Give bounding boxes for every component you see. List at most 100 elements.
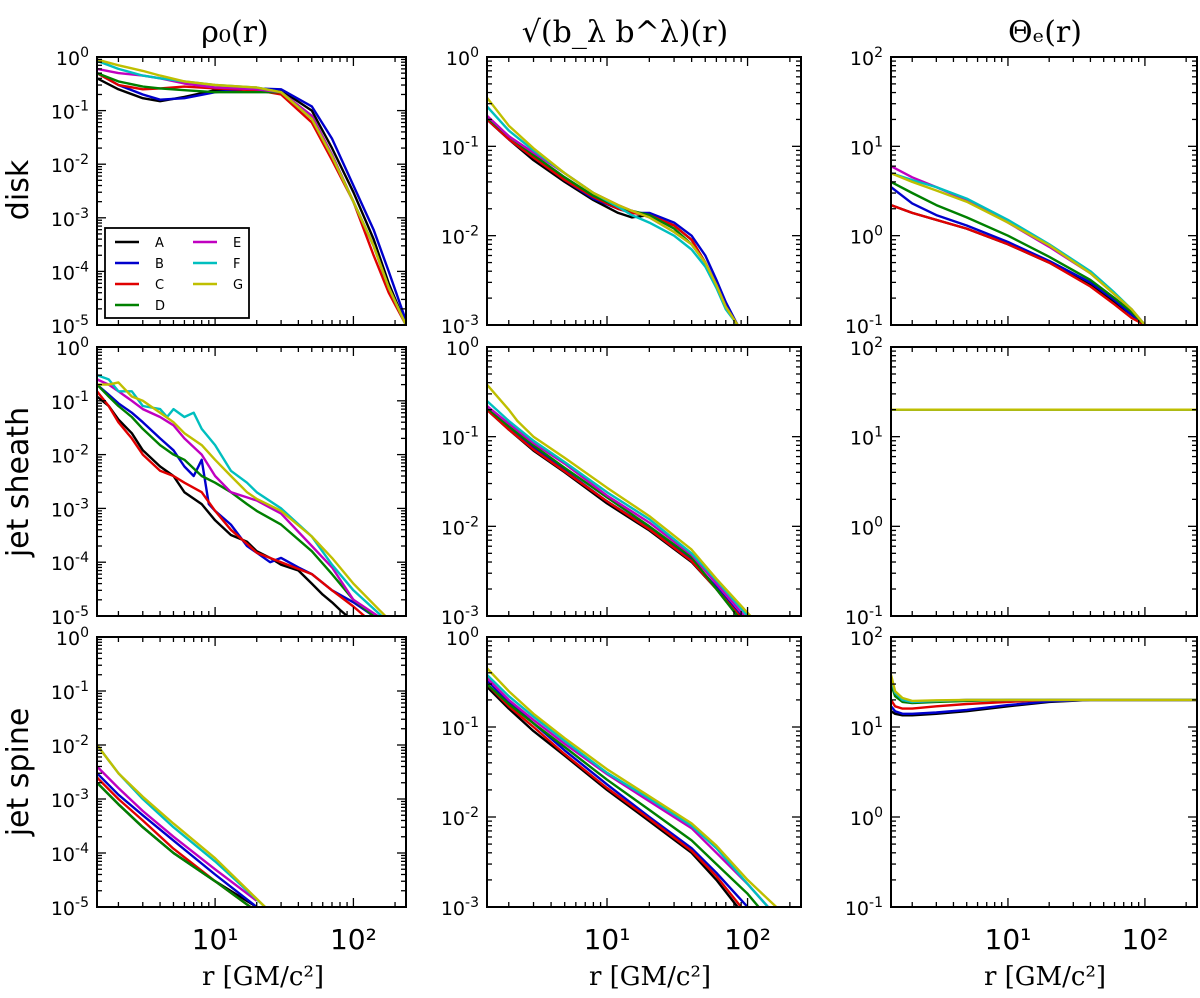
series-line-G: [487, 667, 778, 907]
series-line-D: [891, 180, 1146, 325]
column-title-density: ρ₀(r): [201, 15, 268, 50]
x-tick-label: 10¹: [192, 923, 239, 956]
series-line-F: [487, 673, 769, 907]
series-line-G: [891, 172, 1146, 325]
series-line-G: [487, 383, 752, 616]
panel-jet-spine-2: 10¹ 10² 102 101 100 10-1: [845, 625, 1198, 956]
x-tick-label: 10²: [330, 923, 377, 956]
y-tick-label: 10-1: [845, 604, 883, 629]
y-tick-label: 10-5: [51, 313, 89, 338]
series-line-D: [97, 781, 252, 907]
panel-jet-sheath-2: 102 101 100 10-1: [845, 335, 1198, 629]
series-line-A: [891, 203, 1146, 325]
series-line-C: [891, 203, 1146, 325]
series-line-B: [97, 772, 258, 907]
series-group: [487, 667, 778, 907]
series-group: [97, 373, 387, 616]
y-tick-label: 10-4: [51, 550, 89, 575]
y-tick-label: 10-1: [441, 715, 479, 740]
legend-label-D: D: [155, 299, 165, 314]
y-tick-label: 10-1: [845, 895, 883, 920]
y-tick-label: 10-4: [51, 841, 89, 866]
y-tick-label: 10-1: [51, 99, 89, 124]
legend-label-C: C: [155, 278, 164, 293]
x-tick-label: 10²: [724, 923, 771, 956]
series-line-G: [97, 381, 387, 616]
y-tick-label: 101: [850, 715, 883, 740]
y-tick-label: 10-1: [441, 134, 479, 159]
y-tick-label: 102: [850, 625, 883, 650]
column-title-magnetic: √(b_λ b^λ)(r): [522, 15, 728, 50]
series-line-D: [487, 116, 739, 325]
y-tick-label: 100: [446, 45, 479, 70]
series-group: [891, 674, 1197, 717]
series-line-C: [97, 390, 366, 616]
y-tick-label: 100: [56, 625, 89, 650]
legend-label-E: E: [233, 236, 241, 251]
x-tick-label: 10²: [1121, 923, 1168, 956]
column-titles: ρ₀(r) √(b_λ b^λ)(r) Θₑ(r): [201, 15, 1082, 50]
y-tick-label: 10-5: [51, 604, 89, 629]
y-tick-label: 100: [850, 224, 883, 249]
panel-frame: [96, 636, 407, 908]
series-line-B: [891, 186, 1146, 325]
y-tick-label: 10-2: [441, 805, 479, 830]
series-group: [487, 96, 739, 325]
series-line-E: [487, 677, 769, 907]
y-tick-label: 100: [850, 805, 883, 830]
x-tick-label: 10¹: [584, 923, 631, 956]
series-line-G: [487, 96, 739, 325]
y-tick-label: 101: [850, 425, 883, 450]
panel-frame: [96, 56, 407, 326]
y-tick-label: 10-3: [51, 496, 89, 521]
y-tick-label: 10-2: [441, 514, 479, 539]
legend-label-F: F: [233, 257, 240, 272]
x-axis-label: r [GM/c²]: [202, 962, 324, 992]
y-tick-label: 10-1: [441, 425, 479, 450]
series-line-D: [487, 406, 739, 616]
series-line-A: [487, 685, 739, 907]
panel-frame: [890, 636, 1198, 908]
y-tick-label: 10-5: [51, 895, 89, 920]
y-tick-label: 10-2: [441, 224, 479, 249]
series-line-E: [487, 114, 739, 325]
series-line-E: [891, 677, 1197, 704]
y-tick-label: 100: [56, 45, 89, 70]
y-tick-label: 100: [446, 335, 479, 360]
series-line-F: [487, 105, 739, 325]
y-tick-label: 101: [850, 134, 883, 159]
panel-frame: [890, 56, 1198, 326]
series-line-F: [891, 677, 1197, 704]
x-axis-labels: r [GM/c²] r [GM/c²] r [GM/c²]: [202, 962, 1106, 992]
y-tick-label: 10-1: [51, 389, 89, 414]
row-label-jet-spine: jet spine: [1, 708, 36, 838]
series-line-E: [97, 765, 258, 902]
series-line-B: [97, 383, 375, 616]
series-group: [487, 383, 752, 616]
y-tick-label: 10-3: [441, 313, 479, 338]
panel-disk-2: 102 101 100 10-1: [845, 45, 1198, 338]
panel-frame: [96, 346, 407, 617]
series-line-G: [97, 58, 406, 325]
y-tick-label: 100: [850, 514, 883, 539]
series-line-F: [487, 400, 749, 616]
series-line-G: [891, 674, 1197, 703]
y-tick-label: 102: [850, 335, 883, 360]
panel-jet-sheath-1: 100 10-1 10-2 10-3: [441, 335, 802, 629]
column-title-temperature: Θₑ(r): [1008, 15, 1082, 50]
y-tick-label: 10-1: [845, 313, 883, 338]
y-tick-label: 10-3: [441, 895, 479, 920]
x-tick-label: 10¹: [985, 923, 1032, 956]
series-group: [97, 58, 406, 325]
x-axis-label: r [GM/c²]: [589, 962, 711, 992]
series-line-G: [97, 744, 266, 907]
row-label-disk: disk: [1, 159, 36, 220]
y-tick-label: 10-2: [51, 443, 89, 468]
panel-frame: [486, 346, 802, 617]
panel-frame: [890, 346, 1198, 617]
series-line-D: [97, 383, 375, 616]
